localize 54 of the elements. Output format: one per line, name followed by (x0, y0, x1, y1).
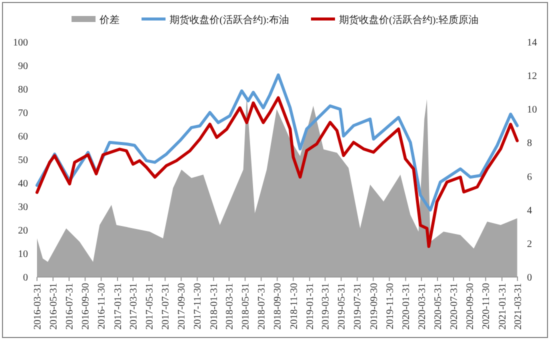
x-tick-label: 2017-05-31 (144, 283, 156, 330)
x-tick-label: 2016-05-31 (48, 283, 60, 330)
y2-tick-label: 12 (527, 71, 537, 82)
y-tick-label: 50 (18, 155, 28, 166)
x-tick-label: 2018-03-31 (224, 283, 236, 330)
legend-label: 期货收盘价(活跃合约):轻质原油 (339, 14, 478, 26)
x-tick-label: 2021-03-31 (512, 283, 524, 330)
x-tick-label: 2020-07-31 (449, 283, 460, 330)
y-tick-label: 70 (18, 108, 28, 119)
y2-tick-label: 0 (527, 272, 532, 284)
x-tick-label: 2020-01-31 (401, 283, 412, 330)
line-series (36, 96, 519, 248)
y-tick-label: 60 (18, 132, 28, 142)
y2-tick-label: 4 (527, 205, 532, 216)
x-tick-label: 2016-09-30 (80, 283, 92, 330)
legend-label: 期货收盘价(活跃合约):布油 (170, 14, 289, 26)
y-tick-label: 40 (18, 178, 28, 190)
y-tick-label: 100 (13, 38, 28, 48)
legend-label: 价差 (98, 14, 120, 26)
x-tick-label: 2018-07-31 (256, 283, 268, 330)
x-tick-label: 2017-01-31 (113, 283, 124, 330)
x-tick-label: 2019-01-31 (305, 283, 316, 330)
y-tick-label: 20 (18, 226, 28, 236)
x-tick-label: 2020-03-31 (416, 283, 428, 330)
y-tick-label: 0 (23, 272, 28, 284)
x-tick-label: 2019-05-31 (336, 283, 348, 330)
x-tick-label: 2019-09-30 (368, 283, 380, 330)
y2-tick-label: 8 (527, 138, 532, 150)
y-tick-label: 30 (18, 202, 28, 213)
y-tick-label: 80 (18, 84, 28, 96)
x-tick-label: 2016-07-31 (64, 283, 76, 330)
x-tick-label: 2021-01-31 (497, 283, 508, 330)
y2-tick-label: 14 (527, 38, 537, 48)
x-tick-label: 2017-11-30 (192, 283, 204, 330)
x-tick-label: 2020-11-30 (481, 283, 492, 330)
y2-tick-label: 10 (527, 104, 537, 116)
x-tick-label: 2019-07-31 (352, 283, 364, 330)
y2-tick-label: 6 (527, 172, 532, 183)
x-tick-label: 2016-11-30 (96, 283, 108, 330)
x-tick-label: 2020-09-30 (465, 283, 476, 330)
x-tick-label: 2018-11-30 (288, 283, 300, 330)
x-tick-label: 2017-03-31 (128, 283, 140, 330)
x-tick-label: 2017-07-31 (160, 283, 172, 330)
y2-tick-label: 2 (527, 238, 532, 250)
x-tick-label: 2020-05-31 (432, 283, 444, 330)
x-tick-label: 2018-01-31 (209, 283, 220, 330)
x-tick-label: 2019-11-30 (384, 283, 396, 330)
y-tick-label: 90 (18, 61, 28, 72)
x-tick-label: 2016-03-31 (32, 283, 44, 330)
y-tick-label: 10 (18, 249, 28, 260)
x-tick-label: 2018-05-31 (240, 283, 252, 330)
x-tick-label: 2019-03-31 (320, 283, 332, 330)
x-tick-label: 2017-09-30 (176, 283, 188, 330)
x-tick-label: 2018-09-30 (272, 283, 284, 330)
